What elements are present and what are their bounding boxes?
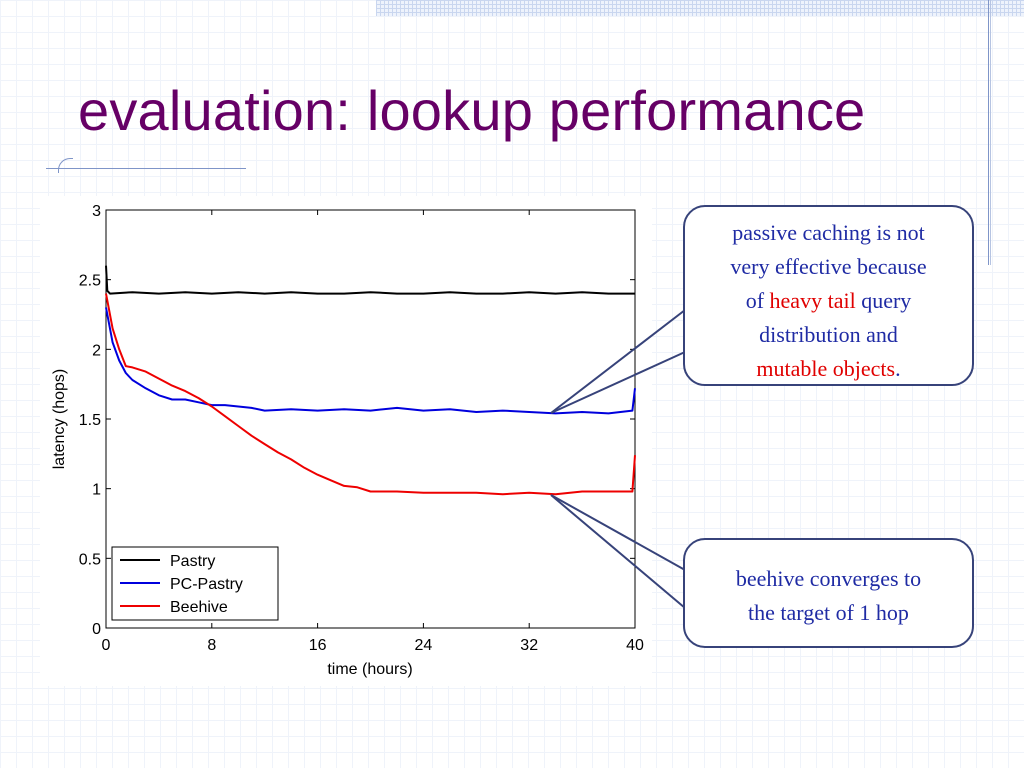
- decorative-rule: [988, 0, 989, 265]
- callout-pointer-bottom-2: [550, 494, 686, 609]
- y-tick-label: 2: [92, 342, 101, 359]
- callout-line: very effective because: [730, 254, 927, 279]
- y-tick-label: 0.5: [79, 551, 101, 568]
- x-tick-label: 8: [207, 637, 216, 654]
- callout-beehive-converges: beehive converges to the target of 1 hop: [683, 538, 974, 648]
- chart-legend: Pastry PC-Pastry Beehive: [111, 546, 279, 621]
- slide-title: evaluation: lookup performance: [78, 79, 866, 142]
- callout-passive-caching: passive caching is not very effective be…: [683, 205, 974, 386]
- callout-pointer-top-1: [550, 309, 686, 414]
- x-tick-label: 24: [415, 637, 433, 654]
- callout-line: mutable objects.: [685, 352, 972, 386]
- y-tick-label: 3: [92, 203, 101, 220]
- y-tick-label: 1: [92, 482, 101, 499]
- callout-pointer-top-2: [550, 351, 686, 414]
- x-tick-label: 32: [520, 637, 538, 654]
- callout-word: of: [745, 288, 765, 313]
- legend-label-pastry: Pastry: [170, 553, 215, 570]
- series-line-beehive: [105, 293, 636, 496]
- callout-highlight-heavy-tail: heavy tail: [769, 288, 856, 313]
- x-tick-label: 16: [309, 637, 327, 654]
- series-line-pc-pastry: [105, 307, 636, 415]
- header-band: [376, 0, 1024, 16]
- title-hook-ornament: [58, 158, 73, 173]
- callout-highlight-mutable-objects: mutable objects: [756, 356, 896, 381]
- y-tick-label: 2.5: [79, 273, 101, 290]
- decorative-rule: [990, 0, 991, 265]
- legend-label-beehive: Beehive: [170, 599, 228, 616]
- series-line-pastry: [105, 265, 635, 295]
- callout-word: query: [861, 288, 912, 313]
- callout-line: passive caching is not: [732, 220, 925, 245]
- title-underline: [46, 168, 246, 169]
- callout-pointer-bottom-1: [550, 494, 686, 571]
- y-tick-label: 1.5: [79, 412, 101, 429]
- callout-line: distribution and: [759, 322, 898, 347]
- x-tick-label: 40: [626, 637, 644, 654]
- callout-line: beehive converges to: [735, 566, 922, 591]
- y-axis-label: latency (hops): [51, 369, 68, 470]
- callout-line: the target of 1 hop: [748, 600, 909, 625]
- callout-period: .: [895, 356, 901, 381]
- callout-pointers: [550, 309, 686, 609]
- x-tick-label: 0: [102, 637, 111, 654]
- x-axis-label: time (hours): [327, 661, 412, 678]
- legend-label-pc-pastry: PC-Pastry: [170, 576, 243, 593]
- callout-line: of heavy tail query: [685, 284, 972, 318]
- y-tick-label: 0: [92, 621, 101, 638]
